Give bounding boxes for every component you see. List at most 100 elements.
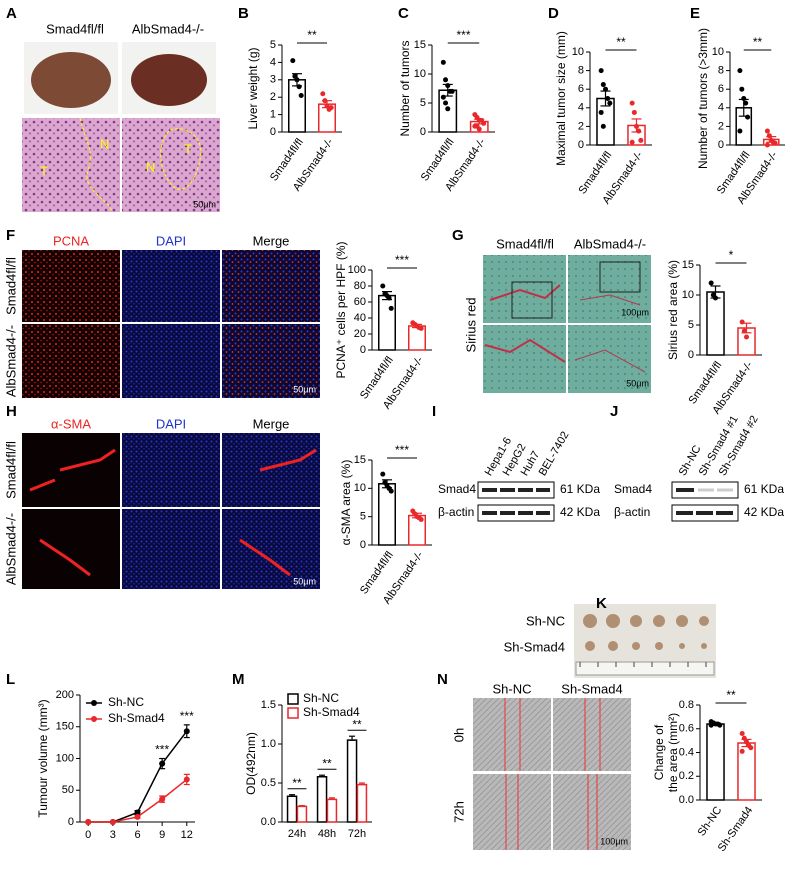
- row-label: Smad4fl/fl: [3, 257, 18, 315]
- data-point: [708, 280, 714, 286]
- y-tick-label: 0: [270, 126, 276, 138]
- data-point: [290, 58, 296, 64]
- bar: [296, 805, 308, 823]
- y-axis-label: Tumour volume (mm³): [36, 699, 50, 817]
- ruler-ticks: [579, 662, 707, 667]
- y-tick-label: 10: [682, 289, 694, 301]
- data-point: [440, 94, 446, 100]
- data-point: [322, 98, 328, 104]
- image: [473, 698, 551, 771]
- x-tick-label: 9: [159, 829, 165, 841]
- panel-letter: L: [6, 671, 15, 688]
- data-point: [476, 126, 482, 132]
- y-axis-label: Number of tumors (>3mm): [696, 28, 710, 169]
- histology: [122, 118, 220, 212]
- y-tick-label: 100: [348, 264, 366, 276]
- blot: [477, 481, 555, 499]
- row-label: 0h: [451, 728, 466, 742]
- x-tick-label: 72h: [348, 828, 366, 840]
- panel-letter: M: [232, 671, 245, 688]
- y-tick-label: 10: [572, 46, 584, 58]
- legend-label: Sh-Smad4: [108, 711, 165, 725]
- column-label: Merge: [253, 233, 290, 248]
- image: [22, 250, 120, 322]
- data-point: [764, 142, 770, 148]
- y-tick-label: 0.8: [679, 699, 694, 711]
- image: [568, 325, 651, 393]
- y-tick-label: 50: [62, 784, 74, 796]
- y-tick-label: 5: [270, 39, 276, 51]
- y-tick-label: 0.5: [261, 777, 276, 789]
- image: [222, 433, 320, 507]
- data-point: [183, 728, 190, 735]
- y-tick-label: 2: [578, 120, 584, 132]
- data-point: [388, 305, 394, 311]
- y-axis-label: Change of: [652, 724, 666, 780]
- x-tick-label: 12: [181, 829, 193, 841]
- x-tick-label: 6: [134, 829, 140, 841]
- image: [22, 509, 120, 589]
- y-tick-label: 0.0: [261, 816, 276, 828]
- panel-letter: J: [610, 403, 618, 420]
- significance: ***: [456, 28, 470, 42]
- y-tick-label: 15: [682, 259, 694, 271]
- panel-letter: E: [690, 5, 700, 22]
- panel-letter: C: [398, 5, 409, 22]
- data-point: [85, 819, 92, 825]
- inset-box: [599, 261, 641, 293]
- x-tick-label: 0: [85, 829, 91, 841]
- wound-edge: [504, 698, 601, 850]
- y-tick-label: 0.6: [679, 723, 694, 735]
- data-point: [298, 92, 304, 98]
- legend-label: Sh-NC: [108, 695, 144, 709]
- data-point: [294, 77, 300, 83]
- data-point: [296, 84, 302, 90]
- data-point: [717, 722, 723, 728]
- data-point: [134, 809, 141, 816]
- image: [473, 774, 551, 850]
- data-point: [739, 86, 745, 92]
- data-point: [631, 109, 637, 115]
- bar: [706, 291, 725, 356]
- data-point: [634, 123, 639, 129]
- bar: [378, 294, 396, 351]
- data-point: [629, 139, 635, 145]
- x-tick-label: 3: [110, 829, 116, 841]
- significance: **: [322, 756, 332, 770]
- data-point: [320, 91, 326, 97]
- data-point: [739, 319, 745, 325]
- data-point: [481, 120, 487, 126]
- legend-label: Sh-Smad4: [303, 705, 360, 719]
- data-point: [737, 68, 743, 74]
- data-point: [159, 796, 166, 803]
- row-label: AlbSmad4-/-: [3, 513, 18, 585]
- panel-letter: N: [437, 671, 448, 688]
- panel-letter: B: [238, 5, 249, 22]
- data-point: [388, 488, 394, 494]
- data-point: [443, 77, 449, 83]
- y-tick-label: 2: [718, 120, 724, 132]
- data-point: [598, 109, 604, 115]
- band: [482, 488, 550, 515]
- size-label: 61 KDa: [744, 482, 784, 496]
- data-point: [741, 328, 747, 334]
- significance: **: [292, 776, 302, 790]
- data-point: [440, 59, 446, 65]
- y-tick-label: 0: [688, 349, 694, 361]
- data-point: [443, 100, 449, 106]
- image: [222, 509, 320, 589]
- panel-letter: F: [6, 227, 15, 244]
- band-label: Smad4: [438, 482, 476, 496]
- data-point: [600, 123, 606, 129]
- panel-letter: K: [596, 595, 607, 612]
- ruler: [575, 661, 715, 676]
- y-tick-label: 5: [360, 511, 366, 523]
- data-point: [600, 82, 606, 88]
- fibrosis: [574, 294, 646, 373]
- y-tick-label: 0.2: [679, 770, 694, 782]
- data-point: [607, 100, 613, 106]
- band-label: β-actin: [614, 505, 650, 519]
- data-point: [745, 114, 751, 120]
- data-point: [748, 745, 754, 751]
- y-tick-label: 100: [56, 752, 74, 764]
